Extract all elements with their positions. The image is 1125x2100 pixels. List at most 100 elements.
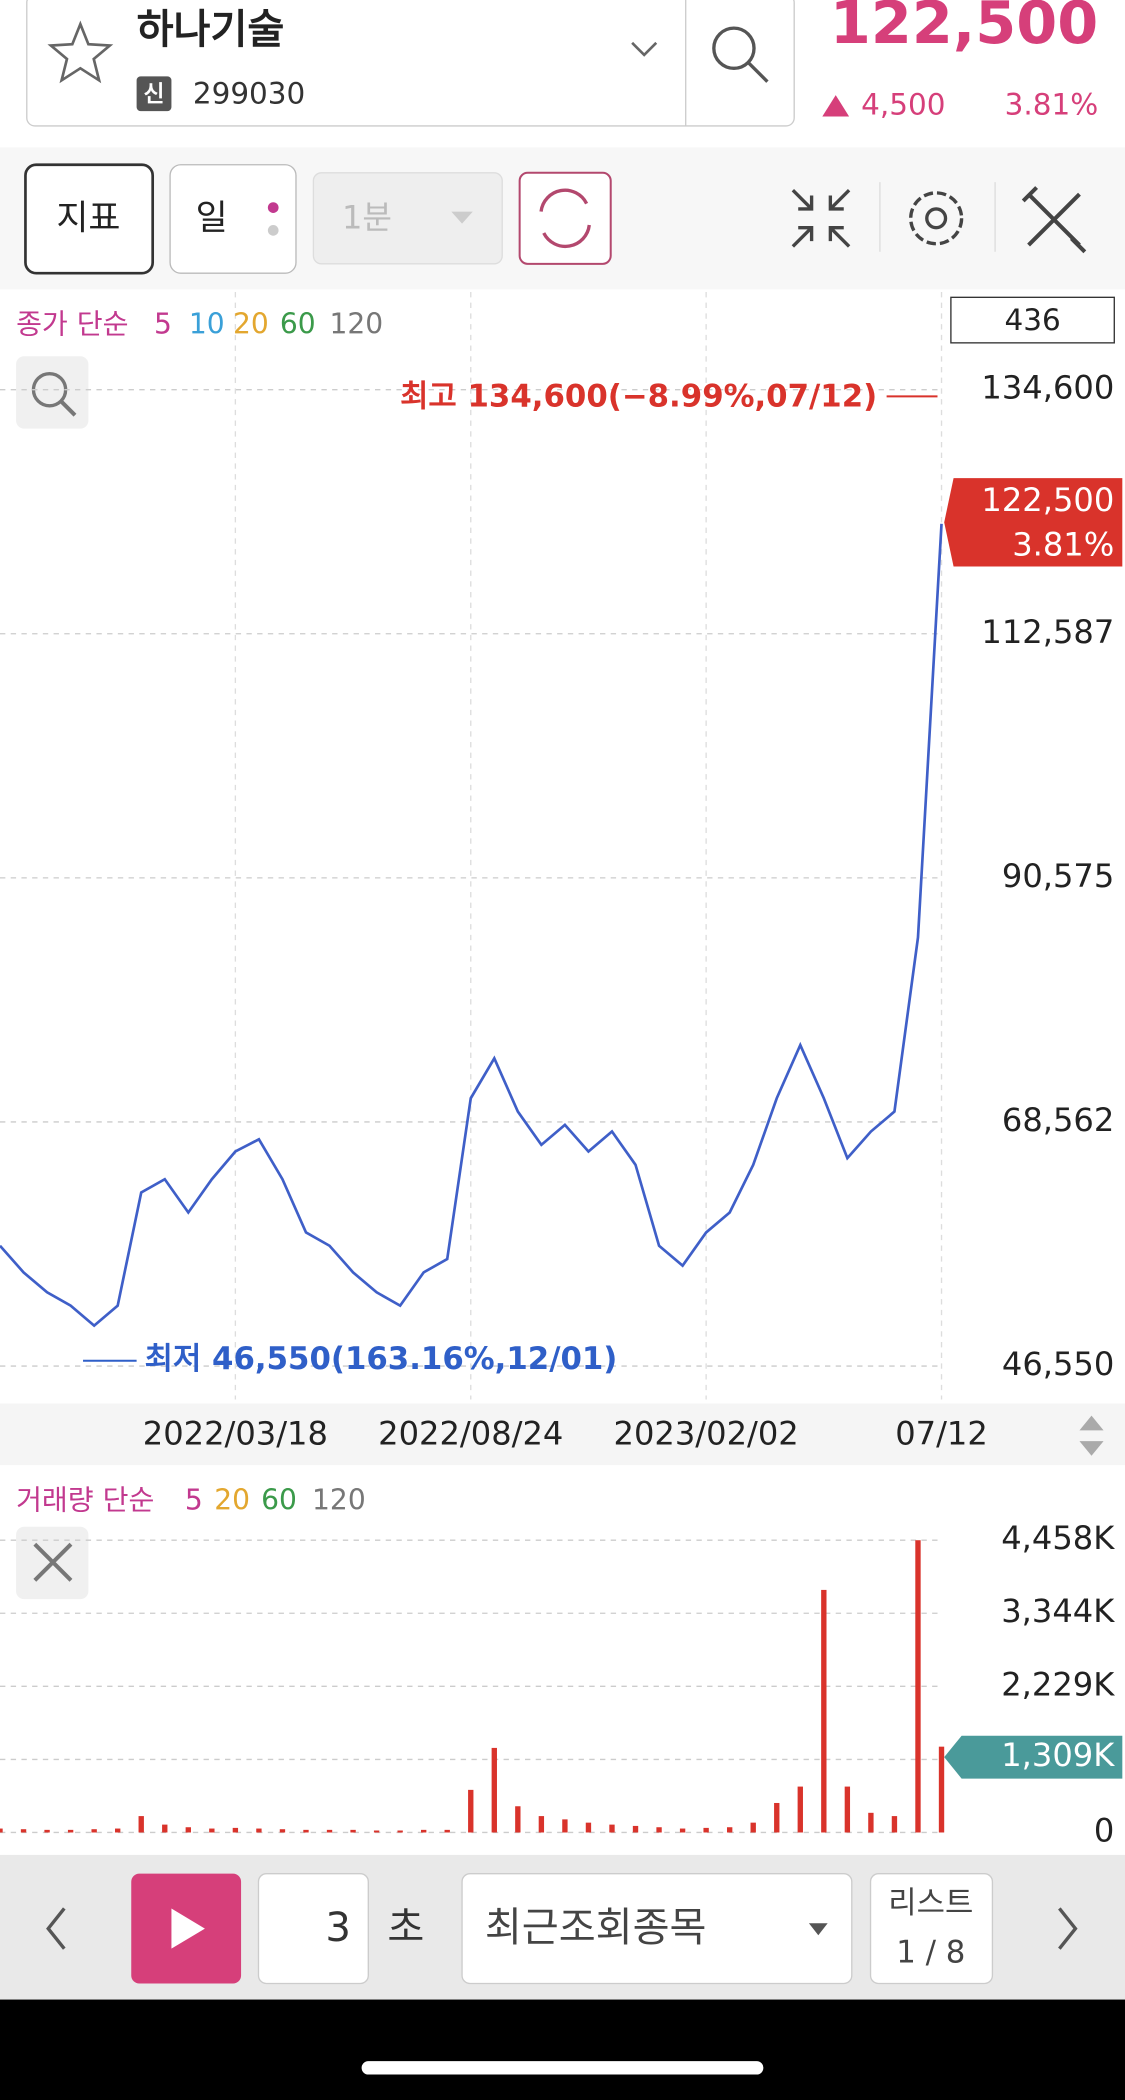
legend-entry: 5 bbox=[185, 1483, 203, 1516]
volume-bar bbox=[703, 1827, 709, 1833]
volume-bar bbox=[91, 1829, 97, 1833]
volume-bar bbox=[632, 1825, 639, 1833]
period-button[interactable] bbox=[169, 164, 297, 274]
volume-bar bbox=[750, 1822, 756, 1833]
refresh-icon bbox=[539, 188, 591, 249]
legend-entry: 60 bbox=[280, 307, 316, 340]
current-price-box bbox=[944, 478, 1123, 567]
counter: 436 bbox=[1004, 303, 1060, 337]
volume-bar bbox=[232, 1827, 239, 1833]
seconds-box[interactable] bbox=[257, 1872, 369, 1985]
close-icon bbox=[33, 1542, 73, 1582]
volume-bar bbox=[421, 1829, 427, 1833]
y-tick-label: 3,344K bbox=[1001, 1592, 1115, 1630]
current-volume: 1,309K bbox=[1001, 1736, 1115, 1774]
volume-bar bbox=[609, 1824, 615, 1833]
dropdown-label: 최근조회종목 bbox=[485, 1905, 707, 1951]
tools-icon[interactable] bbox=[1021, 186, 1087, 254]
volume-bar bbox=[350, 1829, 356, 1833]
play-icon bbox=[171, 1908, 205, 1949]
legend-entry: 10 bbox=[189, 307, 225, 340]
volume-bar bbox=[774, 1802, 780, 1833]
price: 122,500 bbox=[830, 0, 1098, 57]
volume-bar bbox=[938, 1746, 945, 1833]
home-indicator[interactable] bbox=[361, 2061, 764, 2075]
volume-bar bbox=[821, 1589, 827, 1833]
price-axis-area bbox=[944, 291, 1125, 1404]
change-pct: 3.81% bbox=[1005, 87, 1099, 121]
zoom-handle bbox=[60, 400, 77, 417]
legend-entry: 20 bbox=[214, 1483, 250, 1516]
stock-code: 299030 bbox=[193, 77, 305, 111]
volume-bar bbox=[67, 1829, 74, 1833]
stock-name: 하나기술 bbox=[137, 7, 285, 53]
interval-label: 1분 bbox=[342, 199, 392, 237]
x-tick-label: 2023/02/02 bbox=[614, 1415, 799, 1453]
volume-bar bbox=[915, 1540, 921, 1833]
dot bbox=[267, 225, 279, 236]
badge-bg bbox=[136, 76, 172, 112]
current-price: 122,500 bbox=[981, 481, 1114, 519]
legend-entry: 60 bbox=[261, 1483, 297, 1516]
volume-bar bbox=[585, 1822, 592, 1833]
scroll-down[interactable] bbox=[1079, 1441, 1104, 1456]
volume-bar bbox=[115, 1828, 121, 1833]
y-tick-label: 46,550 bbox=[1002, 1345, 1114, 1383]
dropdown[interactable] bbox=[461, 1872, 853, 1985]
current-volume-box bbox=[944, 1735, 1123, 1779]
volume-bar bbox=[279, 1829, 286, 1833]
prev-button[interactable] bbox=[46, 1907, 66, 1950]
high-annotation: 최고 134,600(−8.99%,07/12) bbox=[400, 378, 877, 414]
search-icon[interactable] bbox=[712, 26, 756, 70]
list-label: 리스트 bbox=[888, 1885, 973, 1921]
y-tick-label: 134,600 bbox=[981, 369, 1114, 407]
y-tick-label: 4,458K bbox=[1001, 1519, 1115, 1557]
volume-bar bbox=[0, 1828, 3, 1833]
scroll-up[interactable] bbox=[1079, 1415, 1104, 1431]
next-button[interactable] bbox=[1058, 1907, 1078, 1950]
volume-bar bbox=[656, 1827, 662, 1833]
volume-bar bbox=[444, 1829, 450, 1833]
badge: 신 bbox=[144, 82, 165, 108]
volume-bar bbox=[726, 1827, 733, 1833]
settings-icon[interactable] bbox=[909, 191, 964, 246]
list-page: 1 / 8 bbox=[896, 1935, 965, 1971]
y-tick-label: 112,587 bbox=[981, 613, 1114, 651]
seconds-unit: 초 bbox=[387, 1905, 424, 1951]
price-line bbox=[0, 523, 943, 1328]
x-tick-label: 2022/08/24 bbox=[378, 1415, 563, 1453]
x-tick-label: 07/12 bbox=[895, 1415, 988, 1453]
list-button[interactable] bbox=[869, 1872, 994, 1985]
legend-label: 거래량 단순 bbox=[16, 1483, 154, 1516]
refresh-button[interactable] bbox=[518, 171, 612, 265]
stock-box[interactable] bbox=[26, 0, 795, 127]
y-tick-label: 90,575 bbox=[1002, 857, 1114, 895]
interval-button[interactable] bbox=[312, 172, 503, 265]
dropdown-chevron[interactable] bbox=[631, 41, 658, 57]
dot bbox=[267, 202, 279, 213]
volume-bar bbox=[844, 1786, 851, 1833]
zoom-button[interactable] bbox=[16, 356, 89, 429]
y-tick-label: 0 bbox=[1094, 1811, 1114, 1849]
indicator-button[interactable] bbox=[24, 163, 155, 275]
interval-arrow bbox=[451, 211, 473, 224]
legend-label: 종가 단순 bbox=[16, 307, 128, 340]
legend-entry: 20 bbox=[233, 307, 269, 340]
volume-bar bbox=[185, 1827, 191, 1833]
volume-bar bbox=[256, 1828, 262, 1833]
date-strip bbox=[0, 1403, 1125, 1466]
volume-bar bbox=[468, 1789, 474, 1833]
legend-entry: 120 bbox=[329, 307, 383, 340]
volume-bar bbox=[491, 1747, 497, 1833]
volume-bar bbox=[868, 1812, 874, 1833]
star-icon[interactable] bbox=[47, 20, 114, 84]
collapse-icon[interactable] bbox=[791, 188, 851, 248]
volume-bar bbox=[138, 1816, 144, 1833]
volume-bar bbox=[303, 1829, 309, 1833]
legend-entry: 5 bbox=[154, 307, 172, 340]
x-tick-label: 2022/03/18 bbox=[143, 1415, 328, 1453]
y-tick-label: 2,229K bbox=[1001, 1665, 1115, 1703]
